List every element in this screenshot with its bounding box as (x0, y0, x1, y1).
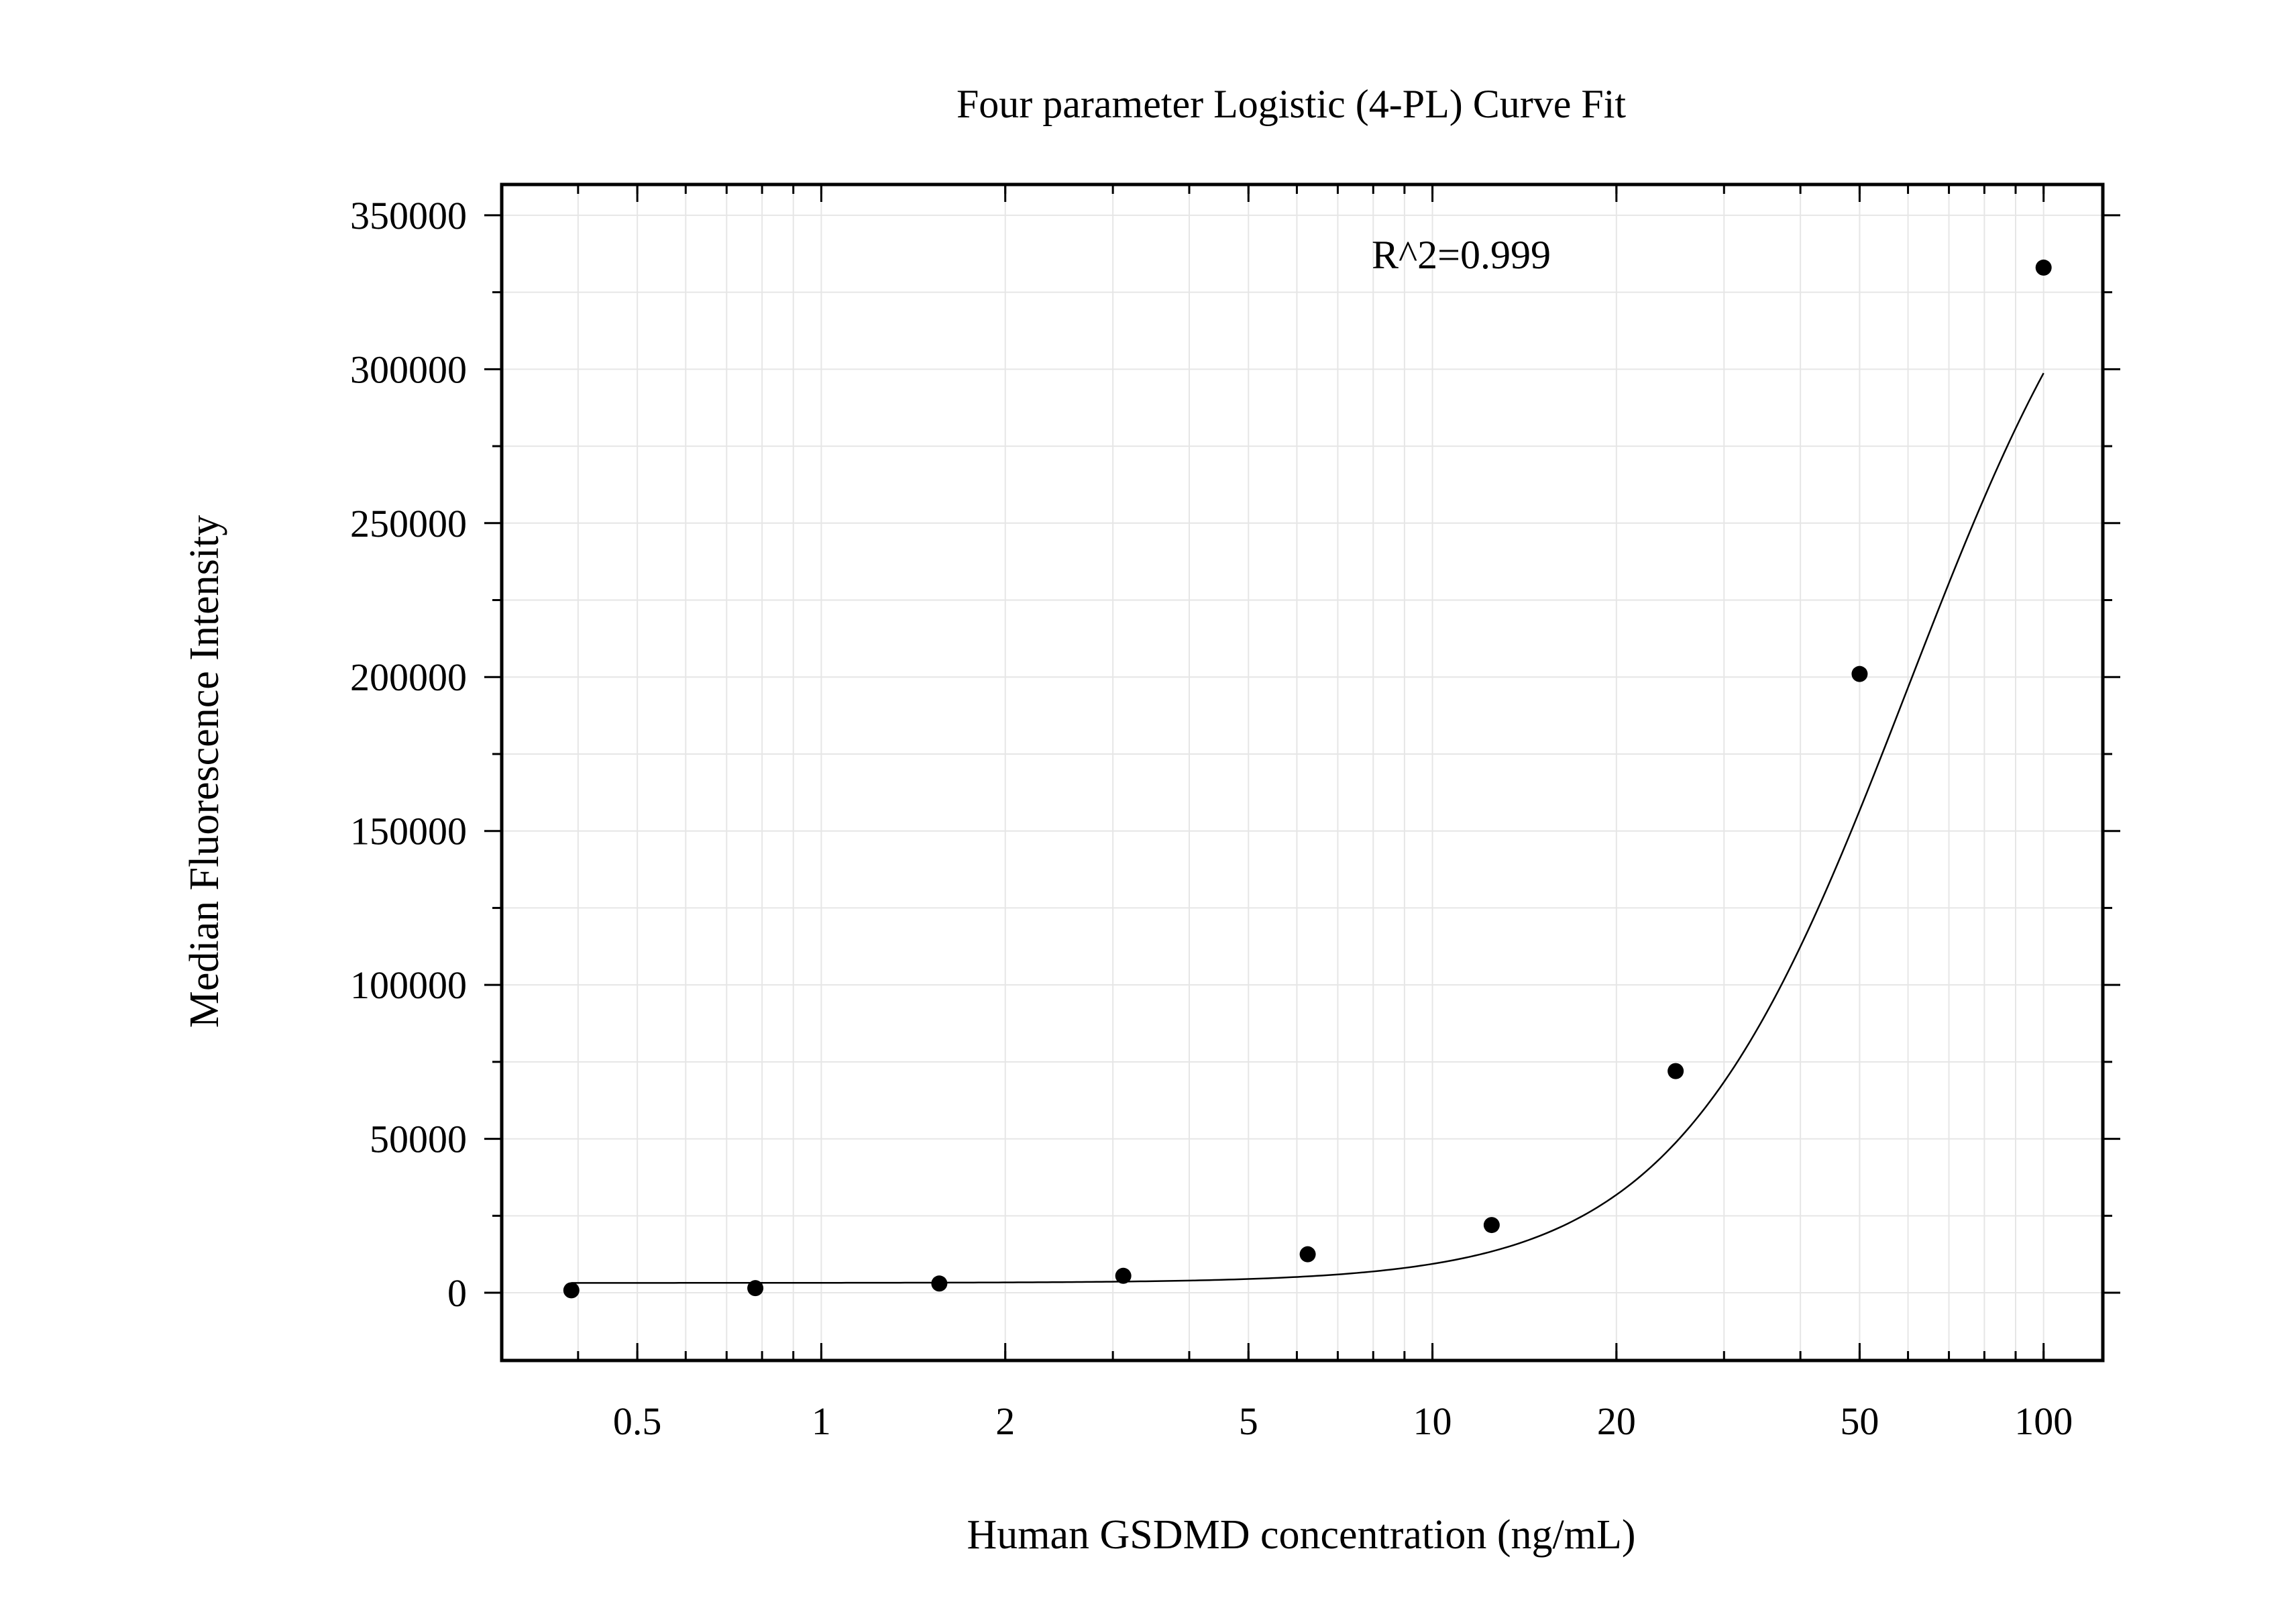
data-point (747, 1280, 764, 1297)
data-point (563, 1282, 580, 1299)
x-tick-label: 1 (812, 1399, 831, 1443)
x-tick-label: 20 (1597, 1399, 1636, 1443)
y-tick-label: 100000 (350, 963, 467, 1007)
data-point (931, 1275, 948, 1292)
y-tick-label: 350000 (350, 194, 467, 237)
y-tick-label: 300000 (350, 347, 467, 391)
x-tick-label: 5 (1239, 1399, 1258, 1443)
y-tick-label: 150000 (350, 810, 467, 853)
y-tick-label: 50000 (370, 1118, 467, 1161)
data-point (1851, 665, 1868, 682)
data-points (563, 259, 2052, 1299)
y-tick-label: 250000 (350, 502, 467, 545)
tick-labels: 0.5 1 2 5 10 20 50 100 0 50000 100000 150000 200000 2… (350, 194, 2073, 1443)
data-point (1483, 1217, 1500, 1234)
x-tick-label: 0.5 (613, 1399, 662, 1443)
y-tick-label: 200000 (350, 655, 467, 699)
y-tick-label: 0 (447, 1271, 467, 1315)
chart-title: Four parameter Logistic (4-PL) Curve Fit (956, 82, 1626, 126)
y-axis-label: Median Fluorescence Intensity (182, 515, 227, 1028)
r-squared-annotation: R^2=0.999 (1372, 233, 1551, 277)
x-tick-label: 2 (995, 1399, 1015, 1443)
data-point (1299, 1246, 1316, 1263)
data-point (1668, 1063, 1684, 1079)
x-tick-label: 50 (1840, 1399, 1879, 1443)
x-tick-label: 100 (2014, 1399, 2073, 1443)
data-point (1115, 1267, 1132, 1284)
plot-frame (500, 182, 2105, 1362)
fit-curve-layer (571, 372, 2044, 1284)
data-point (2035, 259, 2052, 276)
gridlines (501, 184, 2103, 1360)
x-axis-label: Human GSDMD concentration (ng/mL) (967, 1512, 1636, 1558)
x-tick-label: 10 (1413, 1399, 1452, 1443)
fit-curve (571, 372, 2044, 1284)
